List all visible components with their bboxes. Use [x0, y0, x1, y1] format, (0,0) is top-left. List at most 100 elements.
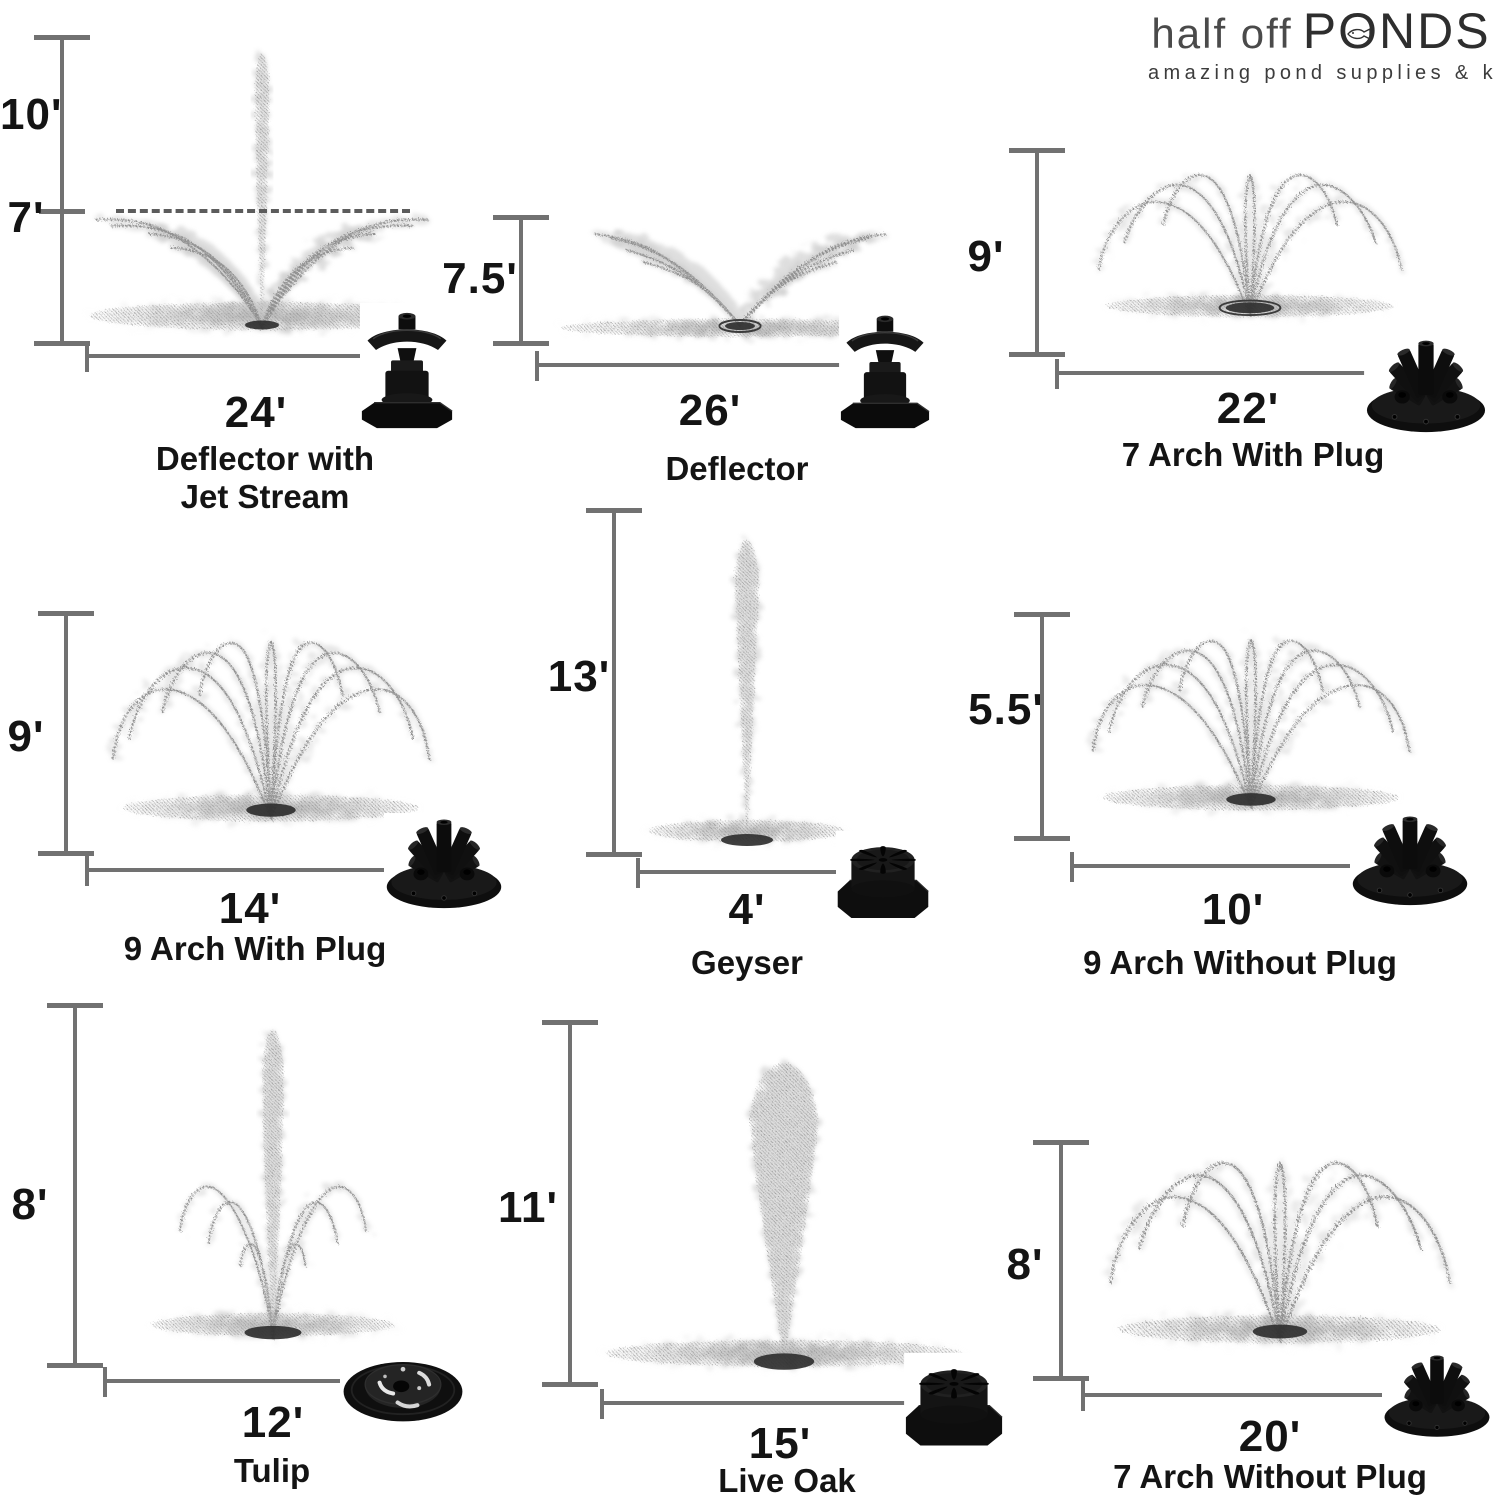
ring-height-label: 7': [7, 193, 45, 242]
caption-line: Deflector with: [155, 440, 375, 477]
height-label: 13': [547, 652, 611, 701]
caption-line: 9 Arch With Plug: [123, 930, 387, 967]
nozzle-image-deflector: [360, 303, 454, 430]
width-label: 15': [748, 1419, 812, 1468]
brand-rest: NDS: [1379, 3, 1491, 59]
product-caption: Geyser: [597, 944, 897, 982]
ruler-tick-7ft: [39, 209, 85, 214]
nozzle-image-multi-jet: [1382, 1349, 1492, 1439]
product-caption: Live Oak: [637, 1462, 937, 1500]
brand-p: P: [1302, 3, 1339, 59]
width-ruler: [638, 870, 842, 874]
height-ruler: [64, 613, 68, 853]
ruler-cap: [47, 1363, 103, 1368]
ruler-cap: [1009, 148, 1065, 153]
caption-line: Geyser: [691, 944, 803, 981]
ruler-cap: [1014, 836, 1070, 841]
width-label: 12': [241, 1398, 305, 1447]
ruler-tick: [1055, 359, 1059, 389]
caption-line: Live Oak: [718, 1462, 856, 1499]
height-ruler: [1035, 150, 1039, 354]
width-label: 20': [1238, 1412, 1302, 1461]
nozzle-image-deflector: [839, 306, 931, 430]
width-ruler: [1072, 864, 1358, 868]
width-ruler: [537, 363, 850, 367]
ruler-cap: [542, 1382, 598, 1387]
ruler-tick: [1070, 852, 1074, 882]
ruler-cap: [1009, 352, 1065, 357]
ruler-cap: [586, 852, 642, 857]
caption-line: 7 Arch With Plug: [1121, 436, 1385, 473]
height-ruler: [60, 37, 64, 343]
width-label: 4': [728, 885, 766, 934]
width-label: 24': [224, 388, 288, 437]
ruler-tick: [103, 1367, 107, 1397]
width-label: 14': [218, 884, 282, 933]
ruler-tick: [85, 856, 89, 886]
nozzle-image-slot-cap: [836, 830, 930, 924]
ruler-tick: [535, 351, 539, 381]
width-ruler: [1057, 371, 1373, 375]
ruler-cap: [586, 508, 642, 513]
ruler-cap: [493, 341, 549, 346]
ruler-cap: [1033, 1140, 1089, 1145]
height-ruler: [519, 217, 523, 343]
height-label: 7.5': [442, 254, 518, 303]
caption-line: 9 Arch Without Plug: [1083, 944, 1397, 981]
ruler-tick: [636, 858, 640, 888]
nozzle-image-tulip-disc: [340, 1350, 466, 1428]
caption-line: 7 Arch Without Plug: [1113, 1458, 1427, 1495]
ruler-cap: [38, 611, 94, 616]
ruler-cap: [493, 215, 549, 220]
spray-illustration-9-arch: [86, 610, 456, 825]
height-label: 11': [498, 1183, 558, 1232]
product-caption: Tulip: [122, 1452, 422, 1490]
product-caption: 7 Arch With Plug: [1078, 436, 1428, 474]
height-ruler: [1040, 614, 1044, 838]
width-label: 10': [1201, 885, 1265, 934]
spray-illustration-geyser: [642, 540, 852, 846]
height-label: 5.5': [968, 685, 1044, 734]
spray-illustration-9-arch: [1066, 610, 1436, 813]
brand-o: O: [1338, 3, 1379, 59]
caption-line: Tulip: [233, 1452, 311, 1489]
height-label: 9': [7, 712, 45, 761]
width-ruler: [87, 868, 393, 872]
ruler-cap: [1033, 1376, 1089, 1381]
ruler-cap: [38, 851, 94, 856]
product-caption: Deflector: [587, 450, 887, 488]
spray-illustration-tulip: [144, 1029, 402, 1365]
ruler-cap: [1014, 612, 1070, 617]
height-ruler: [612, 510, 616, 854]
spray-illustration-deflector: [556, 214, 924, 340]
width-ruler: [105, 1379, 347, 1383]
product-caption: 9 Arch Without Plug: [1065, 944, 1415, 982]
spray-illustration-7-arch: [1068, 146, 1432, 319]
brand-logo: half off P O NDS amazing pond supplies & ki…: [1148, 2, 1494, 85]
width-ruler: [1083, 1393, 1392, 1397]
ruler-cap: [34, 341, 90, 346]
spray-illustration-7-arch: [1076, 1126, 1484, 1346]
ruler-cap: [47, 1003, 103, 1008]
ruler-cap: [34, 35, 90, 40]
height-label: 8': [1006, 1240, 1044, 1289]
spray-illustration-deflector-with-jet: [84, 53, 440, 333]
ruler-tick: [600, 1389, 604, 1419]
fish-icon: [1346, 28, 1371, 41]
width-label: 22': [1216, 384, 1280, 433]
width-ruler: [602, 1401, 909, 1405]
ruler-cap: [542, 1020, 598, 1025]
caption-line: Deflector: [665, 450, 809, 487]
height-ruler: [73, 1005, 77, 1365]
height-label: 9': [967, 232, 1005, 281]
width-label: 26': [678, 386, 742, 435]
ruler-tick: [1081, 1381, 1085, 1411]
brand-name: half off P O NDS: [1148, 2, 1494, 60]
brand-first: half off: [1151, 10, 1293, 57]
seven-foot-dashed-line: [116, 209, 410, 213]
nozzle-image-multi-jet: [1364, 334, 1488, 434]
product-caption: Deflector with Jet Stream: [115, 440, 415, 517]
product-caption: 9 Arch With Plug: [80, 930, 430, 968]
nozzle-image-multi-jet: [384, 813, 504, 910]
